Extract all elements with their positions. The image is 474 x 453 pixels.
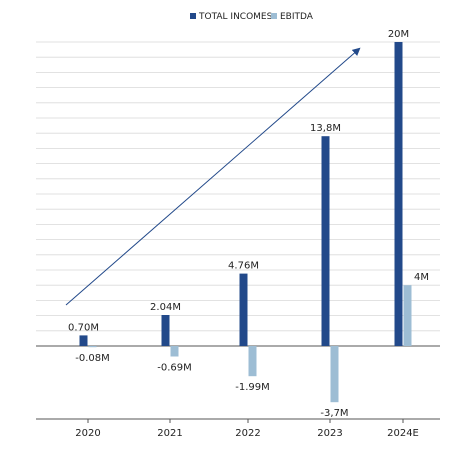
data-label-ebitda-2020: -0.08M <box>75 353 110 364</box>
legend: TOTAL INCOMES EBITDA <box>190 12 314 22</box>
data-label-ebitda-2022: -1.99M <box>235 382 270 393</box>
bar-total-incomes-2021 <box>161 315 170 346</box>
legend-label-ebitda: EBITDA <box>280 12 314 22</box>
trend-arrow-line <box>65 47 361 306</box>
gridlines <box>36 41 440 347</box>
bar-ebitda-2022 <box>248 346 257 377</box>
bar-total-incomes-2023 <box>321 136 330 346</box>
x-tick-label-2022: 2022 <box>235 428 260 439</box>
x-axis: 2020 2021 2022 2023 2024E <box>36 418 440 439</box>
legend-label-total-incomes: TOTAL INCOMES <box>198 12 273 22</box>
bar-ebitda-2021 <box>170 346 179 357</box>
bar-total-incomes-2024E <box>394 42 403 346</box>
data-label-total-incomes-2024E: 20M <box>388 29 409 40</box>
trend-arrow <box>65 47 361 306</box>
data-label-ebitda-2021: -0.69M <box>157 363 192 374</box>
x-tick-label-2023: 2023 <box>317 428 342 439</box>
data-labels: 0.70M 2.04M 4.76M 13,8M 20M -0.08M -0.69M -1.99… <box>68 29 429 419</box>
bar-total-incomes-2020 <box>79 335 88 346</box>
bars <box>79 42 412 403</box>
legend-swatch-total-incomes <box>190 13 196 19</box>
data-label-total-incomes-2023: 13,8M <box>310 123 341 134</box>
data-label-ebitda-2023: -3,7M <box>320 408 348 419</box>
bar-ebitda-2024E <box>403 285 412 346</box>
data-label-ebitda-2024E: 4M <box>414 272 429 283</box>
legend-swatch-ebitda <box>271 13 277 19</box>
data-label-total-incomes-2020: 0.70M <box>68 322 99 333</box>
bar-ebitda-2023 <box>330 346 339 403</box>
x-tick-label-2021: 2021 <box>157 428 182 439</box>
x-tick-label-2020: 2020 <box>75 428 100 439</box>
bar-total-incomes-2022 <box>239 273 248 346</box>
x-tick-label-2024E: 2024E <box>387 428 419 439</box>
data-label-total-incomes-2022: 4.76M <box>228 261 259 272</box>
bar-ebitda-2020 <box>88 346 97 348</box>
data-label-total-incomes-2021: 2.04M <box>150 302 181 313</box>
